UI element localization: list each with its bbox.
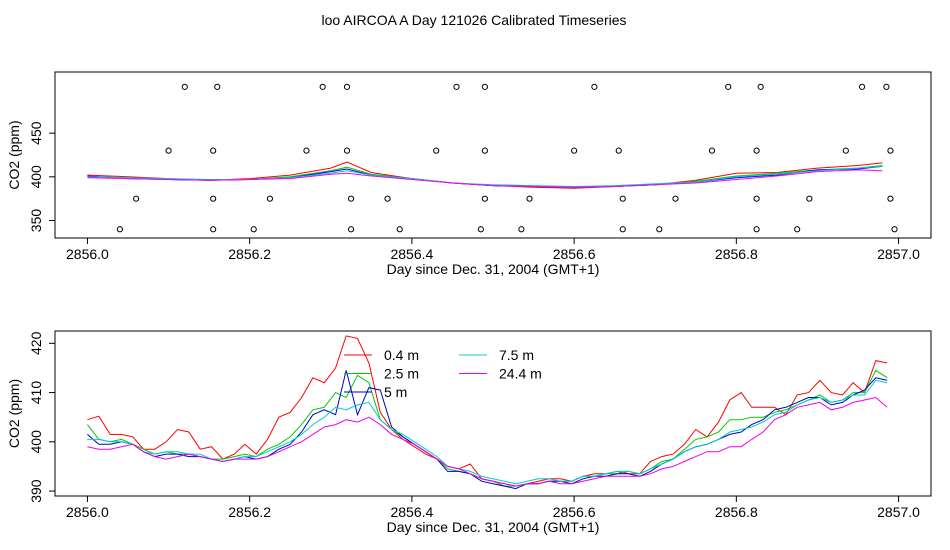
data-point-marker [181, 83, 188, 90]
data-point-marker [619, 226, 626, 233]
data-point-marker [477, 226, 484, 233]
y-tick-label: 450 [28, 121, 44, 145]
plot-frame [54, 71, 932, 239]
data-point-marker [210, 195, 217, 202]
y-axis-label: CO2 (ppm) [6, 120, 22, 189]
data-point-marker [250, 226, 257, 233]
series-line [87, 169, 883, 188]
y-tick-label: 390 [28, 479, 44, 503]
x-tick-label: 2856.8 [715, 504, 758, 520]
data-point-marker [396, 226, 403, 233]
x-tick-label: 2856.6 [553, 504, 596, 520]
data-point-marker [591, 83, 598, 90]
legend-label: 2.5 m [384, 366, 419, 382]
x-tick-label: 2857.0 [877, 246, 920, 262]
data-point-marker [526, 195, 533, 202]
y-tick-label: 420 [28, 331, 44, 355]
x-axis-label: Day since Dec. 31, 2004 (GMT+1) [387, 261, 600, 277]
x-tick-label: 2856.6 [553, 246, 596, 262]
x-tick-label: 2856.2 [228, 246, 271, 262]
top-panel: 2856.0 2856.2 2856.4 2856.6 2856.8 2857.0 350 4… [6, 71, 932, 277]
legend-label: 5 m [384, 384, 407, 400]
x-tick-label: 2856.4 [390, 504, 433, 520]
figure-title: loo AIRCOA A Day 121026 Calibrated Times… [321, 12, 626, 28]
series-line [87, 396, 888, 487]
y-tick-label: 400 [28, 165, 44, 189]
data-point-marker [518, 226, 525, 233]
data-point-marker [481, 147, 488, 154]
data-point-marker [453, 83, 460, 90]
data-point-marker [753, 226, 760, 233]
data-point-marker [672, 195, 679, 202]
x-tick-label: 2856.0 [66, 504, 109, 520]
data-point-marker [343, 83, 351, 90]
data-point-marker [343, 147, 351, 154]
plot-area [87, 83, 898, 233]
data-point-marker [481, 195, 488, 202]
x-tick-label: 2856.2 [228, 504, 271, 520]
data-point-marker [116, 226, 123, 233]
plot-frame [54, 330, 932, 497]
data-point-marker [210, 226, 217, 233]
x-axis-label: Day since Dec. 31, 2004 (GMT+1) [387, 519, 600, 535]
data-point-marker [214, 83, 221, 90]
data-point-marker [757, 83, 764, 90]
data-point-marker [133, 195, 140, 202]
y-tick-label: 350 [28, 209, 44, 233]
x-tick-label: 2856.4 [390, 246, 433, 262]
data-point-marker [347, 226, 355, 233]
data-point-marker [887, 195, 894, 202]
data-point-marker [753, 147, 760, 154]
data-point-marker [842, 147, 849, 154]
series-line [87, 335, 888, 487]
data-point-marker [481, 83, 488, 90]
legend: 0.4 m 2.5 m 5 m 7.5 m 24.4 m [344, 347, 542, 400]
y-tick-label: 410 [28, 381, 44, 405]
data-point-marker [891, 226, 898, 233]
data-point-marker [708, 147, 716, 154]
series-line [87, 370, 888, 490]
series-line [87, 379, 888, 485]
data-point-marker [619, 195, 626, 202]
data-point-marker [887, 147, 894, 154]
legend-label: 24.4 m [499, 366, 542, 382]
data-point-marker [615, 147, 622, 154]
data-point-marker [806, 195, 813, 202]
legend-label: 0.4 m [384, 347, 419, 363]
data-point-marker [725, 83, 732, 90]
data-point-marker [303, 147, 310, 154]
data-point-marker [753, 195, 760, 202]
legend-label: 7.5 m [499, 347, 534, 363]
data-point-marker [656, 226, 663, 233]
data-point-marker [266, 195, 274, 202]
y-tick-label: 400 [28, 430, 44, 454]
y-axis-label: CO2 (ppm) [6, 379, 22, 448]
plot-area [87, 335, 888, 490]
data-point-marker [571, 147, 578, 154]
data-point-marker [794, 226, 801, 233]
data-point-marker [858, 83, 866, 90]
data-point-marker [165, 147, 172, 154]
x-tick-label: 2856.8 [715, 246, 758, 262]
x-tick-label: 2857.0 [877, 504, 920, 520]
bottom-panel: 2856.0 2856.2 2856.4 2856.6 2856.8 2857.0 390 4… [6, 330, 932, 535]
x-tick-label: 2856.0 [66, 246, 109, 262]
data-point-marker [384, 195, 391, 202]
data-point-marker [319, 83, 326, 90]
data-point-marker [433, 147, 440, 154]
data-point-marker [347, 195, 355, 202]
data-point-marker [883, 83, 890, 90]
data-point-marker [210, 147, 217, 154]
